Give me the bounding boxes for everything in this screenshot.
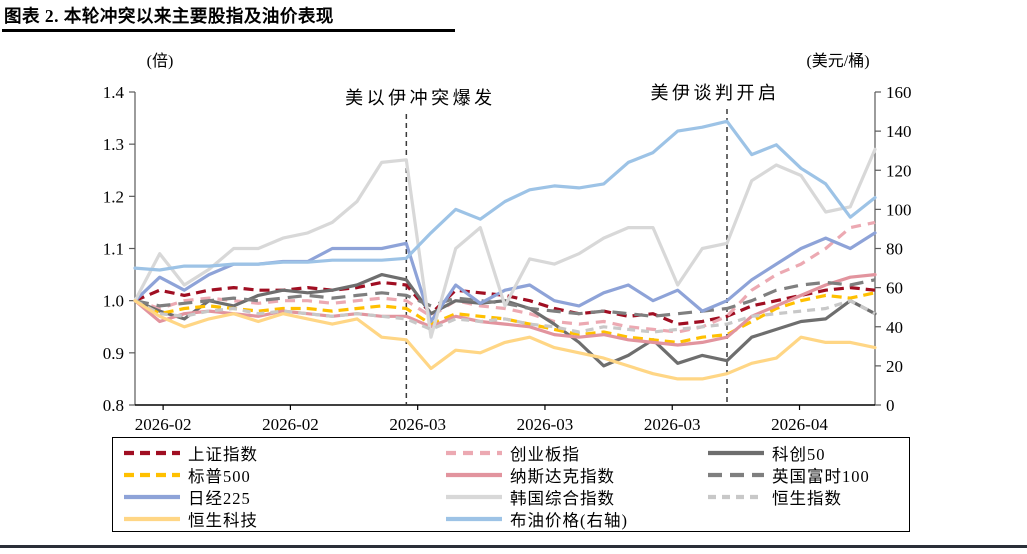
legend-item: 创业板指: [445, 442, 707, 464]
left-axis-tick-label: 1.4: [103, 83, 125, 102]
x-axis-tick-label: 2026-02: [135, 415, 192, 434]
x-axis-tick-label: 2026-03: [644, 415, 701, 434]
title-underline: [2, 29, 455, 32]
right-axis-tick-label: 160: [886, 83, 912, 102]
right-axis-tick-label: 40: [886, 318, 903, 337]
legend-grid: 上证指数 创业板指 科创50 标普500 纳斯达克指数 英国富时100 日经225 韩国综合指…: [113, 438, 909, 530]
right-axis-tick-label: 20: [886, 357, 903, 376]
legend-item: 科创50: [707, 442, 909, 464]
legend-label: 创业板指: [510, 445, 580, 464]
legend-item: 日经225: [123, 486, 445, 508]
series-line: [134, 299, 876, 334]
right-axis-tick-label: 120: [886, 161, 912, 180]
series-line: [133, 299, 877, 381]
chart-legend: 上证指数 创业板指 科创50 标普500 纳斯达克指数 英国富时100 日经225 韩国综合指…: [112, 437, 910, 532]
left-axis-tick-label: 1.2: [103, 187, 124, 206]
legend-marker: [446, 516, 502, 522]
legend-label: 韩国综合指数: [510, 489, 615, 508]
legend-item: 韩国综合指数: [445, 486, 707, 508]
legend-item: 纳斯达克指数: [445, 464, 707, 486]
legend-marker: [446, 450, 502, 456]
legend-item: 恒生科技: [123, 508, 445, 530]
left-axis-unit-label: (倍): [147, 52, 174, 70]
left-axis-tick-label: 1.3: [103, 135, 124, 154]
legend-item: 上证指数: [123, 442, 445, 464]
series-line: [133, 119, 877, 272]
series-line: [133, 147, 877, 339]
legend-item: 标普500: [123, 464, 445, 486]
legend-marker: [446, 494, 502, 500]
legend-item: 布油价格(右轴): [445, 508, 707, 530]
left-axis-tick-label: 0.9: [103, 344, 124, 363]
legend-label: 标普500: [188, 467, 251, 486]
x-axis-tick-label: 2026-03: [517, 415, 574, 434]
legend-item: 英国富时100: [707, 464, 909, 486]
right-axis-tick-label: 60: [886, 279, 903, 298]
right-axis-tick-label: 0: [886, 396, 895, 415]
event-annotation: 美伊谈判开启: [651, 83, 780, 103]
left-axis-tick-label: 0.8: [103, 396, 124, 415]
legend-label: 科创50: [772, 445, 826, 464]
x-axis-tick-label: 2026-04: [771, 415, 828, 434]
legend-marker: [124, 516, 180, 522]
legend-item: 恒生指数: [707, 486, 909, 508]
legend-marker: [446, 472, 502, 478]
legend-label: 英国富时100: [772, 467, 870, 486]
left-axis-tick-label: 1.1: [103, 240, 124, 259]
series-line: [134, 220, 876, 334]
legend-label: 恒生指数: [772, 489, 842, 508]
right-axis-unit-label: (美元/桶): [806, 52, 869, 70]
bottom-border: [0, 545, 1027, 548]
legend-label: 日经225: [188, 489, 251, 508]
legend-marker: [124, 494, 180, 500]
legend-marker: [124, 472, 180, 478]
legend-label: 布油价格(右轴): [510, 511, 628, 530]
right-axis-tick-label: 80: [886, 240, 903, 259]
legend-marker: [708, 494, 764, 500]
event-annotation: 美以伊冲突爆发: [345, 88, 496, 108]
figure-title: 图表 2. 本轮冲突以来主要股指及油价表现: [4, 6, 334, 26]
right-axis-tick-label: 140: [886, 122, 912, 141]
legend-label: 纳斯达克指数: [510, 467, 615, 486]
right-axis-tick-label: 100: [886, 200, 912, 219]
legend-marker: [708, 450, 764, 456]
legend-label: 恒生科技: [188, 511, 258, 530]
x-axis-tick-label: 2026-02: [262, 415, 319, 434]
legend-marker: [124, 450, 180, 456]
legend-marker: [708, 472, 764, 478]
x-axis-tick-label: 2026-03: [389, 415, 446, 434]
left-axis-tick-label: 1.0: [103, 292, 124, 311]
legend-label: 上证指数: [188, 445, 258, 464]
